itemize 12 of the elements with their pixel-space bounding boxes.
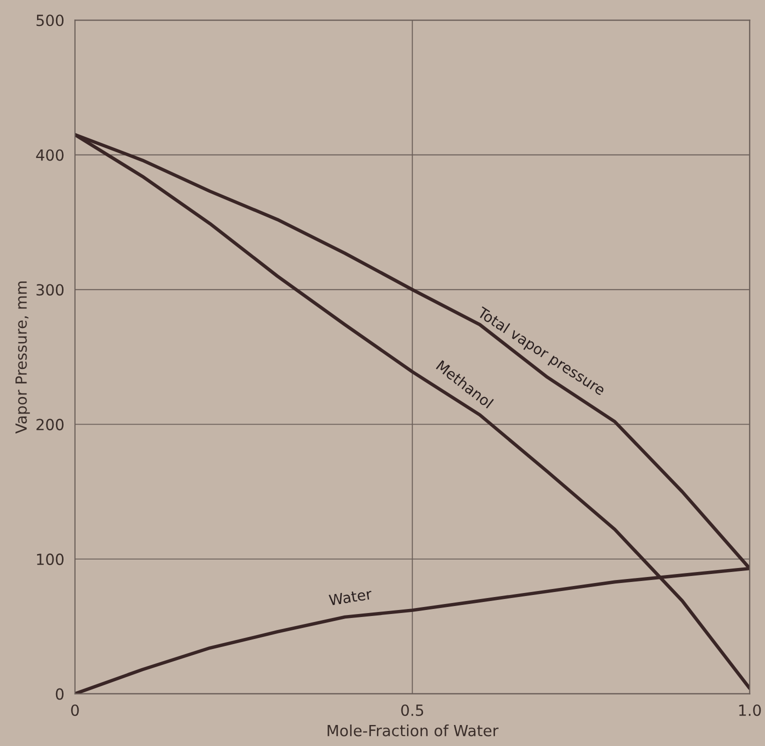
y-axis-title: Vapor Pressure, mm	[16, 282, 30, 434]
y-tick-label: 100	[37, 554, 64, 566]
y-tick-label: 200	[36, 418, 64, 430]
text: Water	[328, 588, 372, 606]
x-tick-label: 1.0	[739, 704, 761, 716]
y-tick-label: 500	[36, 14, 64, 26]
y-tick-label: 0	[56, 688, 64, 700]
x-tick-label: 0.5	[401, 704, 424, 716]
y-tick-label: 400	[36, 149, 64, 161]
y-tick-label: 300	[36, 284, 64, 296]
x-axis-title: Mole-Fraction of Water	[328, 724, 498, 736]
x-tick-label: 0	[71, 704, 79, 716]
